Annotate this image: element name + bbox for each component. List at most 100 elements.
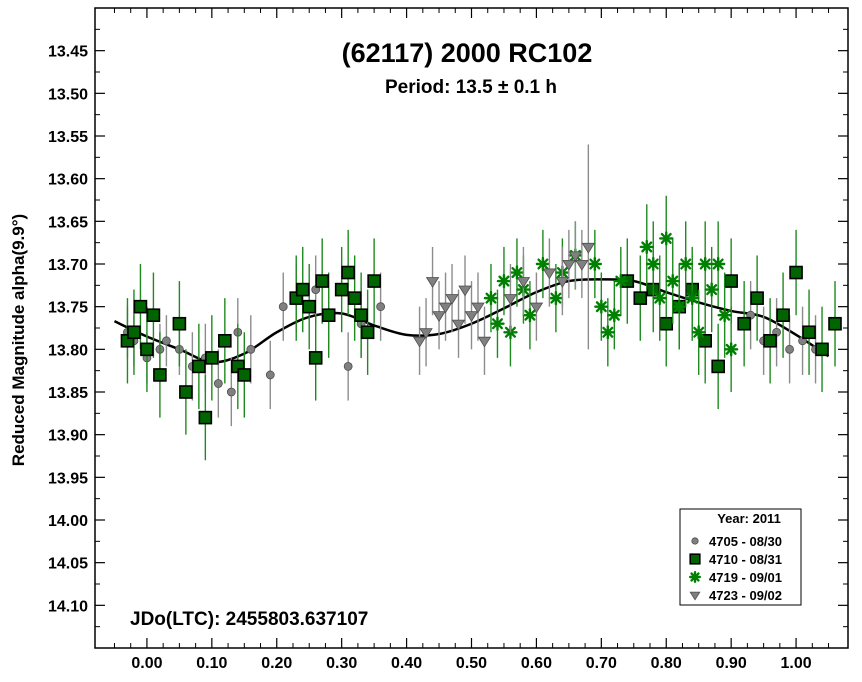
asterisk-stroke (491, 318, 503, 330)
data-point (594, 299, 609, 314)
data-point (698, 333, 712, 348)
legend-entry: 4719 - 09/01 (689, 570, 782, 585)
asterisk-stroke (693, 326, 705, 338)
y-tick-label: 13.95 (48, 470, 88, 487)
chart-subtitle: Period: 13.5 ± 0.1 h (385, 77, 557, 98)
data-point (354, 308, 368, 323)
asterisk-stroke (680, 258, 692, 270)
legend-entry-label: 4723 - 09/02 (709, 588, 782, 603)
data-point (535, 256, 551, 272)
data-point (496, 273, 512, 289)
y-tick-label: 13.85 (48, 385, 88, 402)
data-point (724, 274, 738, 288)
x-tick-label: 0.20 (261, 655, 292, 672)
series-2 (120, 229, 842, 461)
data-point (412, 336, 427, 348)
data-point (548, 290, 564, 306)
data-point (483, 290, 499, 306)
data-point (321, 308, 336, 323)
data-point (295, 282, 310, 297)
data-point (490, 316, 505, 331)
data-point (555, 277, 570, 288)
data-point (140, 342, 154, 357)
data-point (179, 385, 193, 399)
data-point (302, 299, 317, 314)
data-point (419, 328, 433, 340)
data-point (334, 282, 349, 297)
data-point (522, 308, 538, 323)
axes (94, 7, 849, 649)
data-point (458, 285, 472, 297)
data-point (445, 294, 459, 305)
x-tick-label: 0.50 (456, 655, 487, 672)
data-point (127, 325, 141, 340)
data-point (471, 302, 485, 314)
data-point (376, 302, 386, 312)
series-3 (483, 195, 739, 392)
data-point (477, 336, 492, 348)
data-point (646, 256, 661, 272)
data-point (691, 325, 706, 340)
asterisk-stroke (485, 292, 497, 304)
legend: Year: 2011 4705 - 08/30 4710 - 08/31 4719 … (679, 508, 802, 606)
data-point (652, 290, 667, 306)
data-point (146, 308, 161, 323)
chart-title: (62117) 2000 RC102 (342, 38, 593, 68)
legend-entry: 4710 - 08/31 (689, 552, 782, 567)
y-tick-label: 14.10 (48, 598, 88, 615)
asterisk-stroke (654, 292, 666, 304)
data-point (750, 291, 764, 305)
y-tick-label: 13.65 (48, 214, 88, 231)
data-point (192, 359, 206, 374)
data-point (689, 553, 701, 565)
asterisk-stroke (673, 301, 685, 313)
asterisk-stroke (550, 292, 562, 304)
asterisk-stroke (537, 258, 549, 270)
data-point (425, 277, 440, 288)
y-tick-label: 13.80 (48, 342, 88, 359)
data-point (213, 379, 223, 388)
data-point (265, 370, 275, 380)
data-point (828, 316, 842, 331)
y-tick-label: 13.90 (48, 428, 88, 445)
x-tick-label: 0.10 (196, 655, 227, 672)
data-point (432, 311, 446, 322)
data-point (562, 259, 576, 271)
data-point (153, 368, 167, 382)
asterisk-stroke (615, 275, 627, 287)
x-tick-labels: 0.00 0.10 0.20 0.30 0.40 0.50 0.60 0.70 0.80 0.90… (131, 655, 811, 672)
legend-entries: 4705 - 08/30 4710 - 08/31 4719 - 09/01 4723… (689, 534, 782, 603)
data-point (689, 571, 701, 583)
data-point (691, 537, 699, 545)
y-tick-label: 13.70 (48, 257, 88, 274)
data-point (575, 259, 589, 271)
asterisk-stroke (667, 275, 679, 287)
data-point (697, 256, 713, 272)
data-point (717, 308, 732, 323)
x-tick-label: 0.80 (651, 655, 682, 672)
asterisk-stroke (647, 258, 659, 270)
data-point (347, 291, 362, 305)
data-point (226, 387, 236, 397)
data-point (464, 311, 479, 322)
data-point (133, 299, 148, 314)
x-tick-label: 0.60 (521, 655, 552, 672)
data-point (367, 274, 381, 288)
asterisk-stroke (608, 309, 620, 321)
data-point (704, 282, 719, 297)
data-point (665, 273, 680, 289)
data-point (678, 256, 693, 272)
data-point (785, 344, 794, 354)
data-point (613, 273, 629, 289)
data-point (438, 302, 453, 314)
data-point (246, 344, 256, 354)
data-point (587, 256, 603, 272)
data-point (789, 265, 803, 280)
data-point (600, 325, 616, 340)
data-point (237, 368, 252, 382)
asterisk-stroke (511, 267, 523, 279)
asterisk-stroke (690, 572, 700, 582)
y-tick-label: 13.55 (48, 129, 88, 146)
data-point (639, 239, 654, 255)
